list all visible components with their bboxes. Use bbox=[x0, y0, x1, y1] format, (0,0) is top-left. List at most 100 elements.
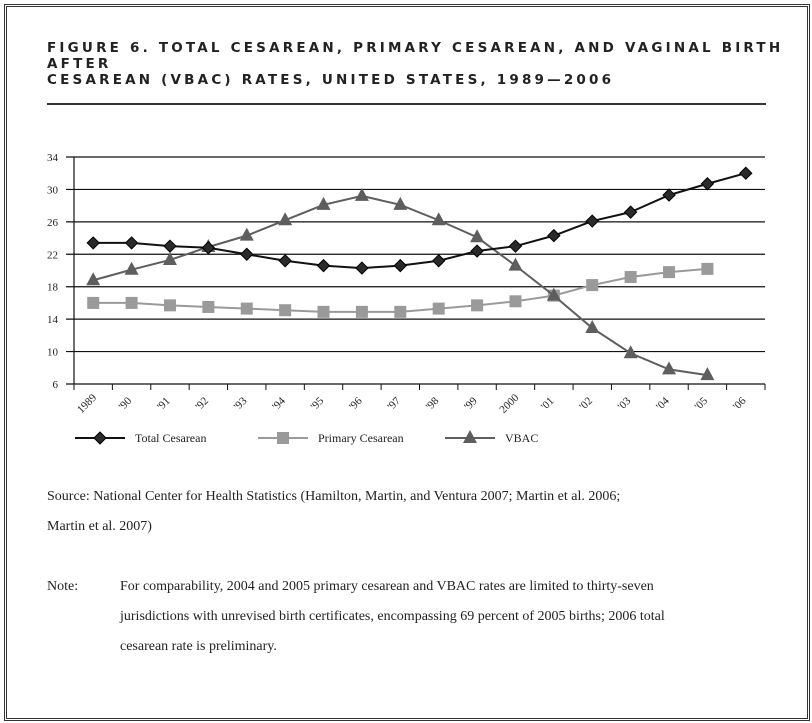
square-marker bbox=[586, 279, 599, 292]
legend-label: Total Cesarean bbox=[135, 431, 206, 445]
y-tick-label: 34 bbox=[47, 152, 59, 164]
x-tick-label: '91 bbox=[155, 395, 173, 413]
diamond-marker bbox=[739, 166, 753, 180]
square-marker bbox=[624, 270, 637, 283]
diamond-marker bbox=[547, 228, 561, 243]
note-line-1: For comparability, 2004 and 2005 primary… bbox=[120, 579, 654, 594]
x-tick-label: '92 bbox=[193, 395, 211, 413]
legend-label: Primary Cesarean bbox=[318, 431, 404, 445]
square-marker bbox=[163, 299, 176, 312]
triangle-marker bbox=[86, 272, 101, 286]
triangle-marker bbox=[316, 196, 331, 210]
diamond-marker bbox=[355, 261, 369, 275]
x-tick-label: '93 bbox=[232, 395, 250, 413]
diamond-marker bbox=[700, 177, 715, 191]
note-line-2: jurisdictions with unrevised birth certi… bbox=[120, 609, 665, 624]
x-tick-label: '01 bbox=[539, 395, 557, 413]
series-total-cesarean bbox=[86, 166, 753, 275]
triangle-marker bbox=[470, 229, 485, 243]
diamond-marker bbox=[393, 258, 408, 273]
x-tick-label: '97 bbox=[385, 395, 403, 413]
diamond-marker bbox=[86, 236, 100, 250]
diamond-marker bbox=[278, 254, 292, 268]
square-marker bbox=[125, 296, 138, 309]
x-tick-label: 1989 bbox=[75, 392, 99, 416]
note-line-3: cesarean rate is preliminary. bbox=[120, 639, 277, 654]
square-marker bbox=[394, 305, 407, 318]
source-line-2: Martin et al. 2007) bbox=[47, 519, 152, 534]
square-marker bbox=[317, 305, 330, 318]
series-primary-cesarean bbox=[87, 262, 714, 318]
diamond-marker bbox=[470, 244, 484, 258]
square-marker bbox=[355, 305, 368, 318]
x-tick-label: '05 bbox=[692, 395, 710, 413]
y-tick-label: 18 bbox=[47, 282, 59, 294]
legend-item: Total Cesarean bbox=[75, 431, 206, 445]
diamond-marker bbox=[124, 236, 139, 250]
title-divider bbox=[47, 103, 766, 105]
x-tick-label: '99 bbox=[462, 395, 480, 413]
y-tick-label: 6 bbox=[53, 379, 59, 391]
x-tick-label: '98 bbox=[424, 395, 442, 413]
triangle-marker bbox=[463, 430, 477, 443]
y-tick-label: 26 bbox=[47, 217, 59, 229]
x-tick-label: '02 bbox=[577, 395, 595, 413]
square-marker bbox=[87, 296, 100, 309]
square-marker bbox=[509, 295, 522, 308]
triangle-marker bbox=[585, 320, 600, 334]
y-tick-label: 30 bbox=[47, 184, 59, 196]
triangle-marker bbox=[354, 187, 369, 201]
triangle-marker bbox=[162, 251, 177, 265]
y-tick-label: 14 bbox=[47, 314, 59, 326]
diamond-marker bbox=[163, 239, 177, 253]
x-tick-label: '06 bbox=[731, 395, 749, 413]
triangle-marker bbox=[431, 212, 446, 226]
diamond-marker bbox=[93, 431, 107, 445]
x-tick-label: '90 bbox=[117, 395, 135, 413]
x-tick-label: '04 bbox=[654, 395, 672, 413]
x-tick-label: '94 bbox=[270, 395, 288, 413]
square-marker bbox=[432, 302, 445, 315]
figure-title-line-1: FIGURE 6. TOTAL CESAREAN, PRIMARY CESARE… bbox=[47, 40, 784, 72]
source-line-1: Source: National Center for Health Stati… bbox=[47, 489, 621, 504]
x-tick-label: '03 bbox=[616, 395, 634, 413]
series-line bbox=[92, 194, 708, 377]
figure-border bbox=[4, 4, 810, 721]
x-tick-label: 2000 bbox=[497, 392, 521, 416]
series-line bbox=[93, 267, 708, 313]
square-marker bbox=[701, 262, 714, 275]
figure-title-line-2: CESAREAN (VBAC) RATES, UNITED STATES, 19… bbox=[47, 72, 615, 88]
legend-item: Primary Cesarean bbox=[258, 431, 404, 445]
note-label: Note: bbox=[47, 579, 79, 594]
diamond-marker bbox=[662, 188, 676, 202]
square-marker bbox=[240, 302, 253, 315]
triangle-marker bbox=[546, 287, 561, 301]
square-marker bbox=[279, 304, 292, 317]
x-tick-label: '96 bbox=[347, 395, 365, 413]
diamond-marker bbox=[201, 241, 216, 255]
square-marker bbox=[471, 299, 484, 312]
square-marker bbox=[277, 432, 289, 444]
diamond-marker bbox=[316, 258, 331, 273]
triangle-marker bbox=[700, 367, 715, 381]
triangle-marker bbox=[662, 361, 677, 375]
diamond-marker bbox=[623, 205, 638, 219]
legend-label: VBAC bbox=[505, 431, 538, 445]
legend-item: VBAC bbox=[445, 430, 538, 445]
triangle-marker bbox=[393, 196, 408, 210]
triangle-marker bbox=[508, 257, 523, 271]
diamond-marker bbox=[240, 247, 254, 261]
triangle-marker bbox=[124, 261, 139, 275]
y-tick-label: 22 bbox=[47, 249, 58, 261]
x-tick-label: '95 bbox=[309, 395, 327, 413]
diamond-marker bbox=[431, 254, 446, 268]
triangle-marker bbox=[278, 212, 293, 226]
y-tick-label: 10 bbox=[47, 347, 59, 359]
series-vbac bbox=[86, 187, 715, 381]
square-marker bbox=[663, 266, 676, 279]
diamond-marker bbox=[585, 214, 599, 228]
triangle-marker bbox=[239, 227, 254, 241]
square-marker bbox=[202, 300, 215, 313]
